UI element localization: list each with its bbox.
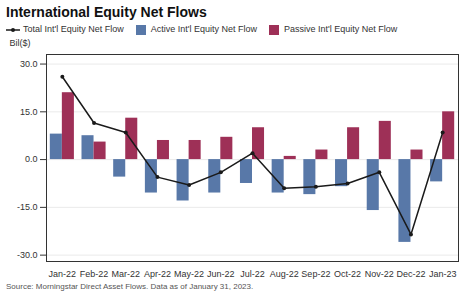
svg-text:Jun-22: Jun-22	[207, 269, 235, 279]
svg-text:Feb-22: Feb-22	[80, 269, 109, 279]
svg-text:-30.0: -30.0	[17, 250, 38, 260]
svg-text:Apr-22: Apr-22	[144, 269, 171, 279]
svg-text:Jan-22: Jan-22	[49, 269, 77, 279]
html-text:Passive Int'l Equity Net Flow: Passive Int'l Equity Net Flow	[284, 24, 398, 34]
html-text:Source: Morningstar Direct Ass: Source: Morningstar Direct Asset Flows. …	[6, 282, 254, 291]
svg-text:Oct-22: Oct-22	[334, 269, 361, 279]
html-text:International Equity Net Flows: International Equity Net Flows	[6, 4, 207, 20]
svg-text:30.0: 30.0	[20, 59, 38, 69]
svg-text:Sep-22: Sep-22	[301, 269, 330, 279]
svg-text:15.0: 15.0	[20, 107, 38, 117]
html-text:Total Int'l Equity Net Flow: Total Int'l Equity Net Flow	[23, 24, 124, 34]
svg-text:Mar-22: Mar-22	[111, 269, 140, 279]
svg-text:Bil($): Bil($)	[10, 38, 31, 48]
svg-text:May-22: May-22	[174, 269, 204, 279]
html-text:Active Int'l Equity Net Flow: Active Int'l Equity Net Flow	[150, 24, 257, 34]
svg-text:Jul-22: Jul-22	[240, 269, 265, 279]
svg-text:Jan-23: Jan-23	[429, 269, 457, 279]
svg-text:Aug-22: Aug-22	[270, 269, 299, 279]
svg-text:0.0: 0.0	[25, 154, 38, 164]
svg-text:Nov-22: Nov-22	[365, 269, 394, 279]
svg-text:-15.0: -15.0	[17, 202, 38, 212]
svg-text:Dec-22: Dec-22	[396, 269, 425, 279]
